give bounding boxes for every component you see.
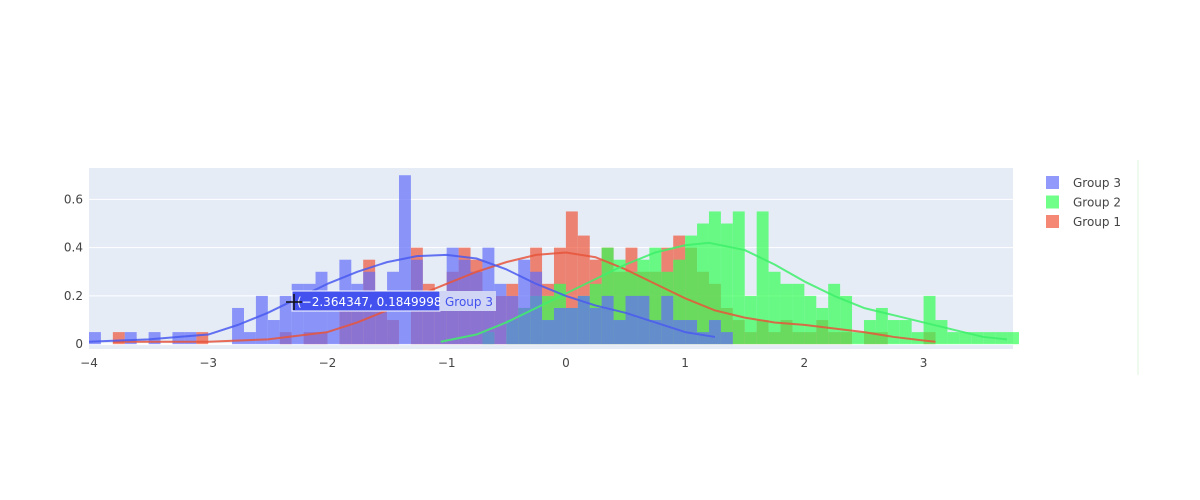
- histogram-bar[interactable]: [661, 295, 674, 345]
- histogram-bar[interactable]: [398, 175, 411, 345]
- histogram-bar[interactable]: [1007, 332, 1019, 345]
- histogram-bar[interactable]: [196, 332, 209, 345]
- histogram-bar[interactable]: [89, 332, 101, 345]
- histogram-bar[interactable]: [959, 332, 972, 345]
- histogram-bar[interactable]: [673, 259, 686, 345]
- legend-item-group-3[interactable]: Group 3: [1046, 176, 1121, 190]
- histogram-bar[interactable]: [601, 295, 614, 345]
- histogram-bar[interactable]: [589, 307, 602, 345]
- histogram-bar[interactable]: [744, 295, 757, 345]
- legend-swatch: [1046, 195, 1059, 209]
- legend-swatch: [1046, 215, 1059, 228]
- histogram-bar[interactable]: [625, 295, 638, 345]
- histogram-bar[interactable]: [697, 223, 709, 345]
- histogram-bar[interactable]: [613, 320, 626, 345]
- histogram-bar[interactable]: [565, 211, 578, 345]
- legend-label: Group 3: [1073, 176, 1121, 190]
- histogram-bar[interactable]: [327, 295, 340, 345]
- histogram-bar[interactable]: [565, 307, 578, 345]
- histogram-bar[interactable]: [243, 332, 256, 345]
- histogram-bar[interactable]: [577, 295, 590, 345]
- histogram-bar[interactable]: [553, 307, 566, 345]
- histogram-bar[interactable]: [720, 332, 733, 345]
- histogram-bar[interactable]: [792, 283, 805, 345]
- histogram-bar[interactable]: [422, 295, 435, 345]
- histogram-bar[interactable]: [780, 283, 793, 345]
- legend-label: Group 1: [1073, 215, 1121, 229]
- histogram-bar[interactable]: [279, 295, 292, 345]
- tooltip-series-name: Group 3: [445, 295, 493, 309]
- kde-curve-group-2[interactable]: [440, 241, 1008, 343]
- histogram-bar[interactable]: [434, 307, 447, 345]
- histogram-bar[interactable]: [708, 211, 721, 345]
- histogram-bar[interactable]: [720, 223, 733, 345]
- histogram-bar[interactable]: [232, 307, 244, 345]
- histogram-bar[interactable]: [756, 211, 769, 345]
- legend-swatch: [1046, 176, 1059, 189]
- kde-curve-group-3[interactable]: [88, 253, 716, 343]
- x-tick-label: 2: [801, 356, 809, 370]
- x-tick-label: −4: [80, 356, 98, 370]
- y-tick-label: 0.6: [64, 192, 83, 206]
- histogram-bar[interactable]: [124, 332, 137, 345]
- hover-tooltip: (−2.364347, 0.1849998) Group 3: [286, 290, 496, 312]
- histogram-bar[interactable]: [351, 283, 364, 345]
- x-axis-ticks: −4 −3 −2 −1 0 1 2 3: [80, 356, 927, 370]
- histogram-bar[interactable]: [303, 283, 316, 345]
- y-tick-label: 0.2: [64, 289, 83, 303]
- histogram-bar[interactable]: [971, 332, 984, 345]
- histogram-bar[interactable]: [935, 320, 948, 345]
- histogram-bar[interactable]: [184, 332, 197, 345]
- histogram-bar[interactable]: [828, 283, 841, 345]
- x-tick-label: −2: [319, 356, 337, 370]
- histogram-bar[interactable]: [840, 295, 853, 345]
- histogram-bar[interactable]: [697, 332, 709, 345]
- histogram-bar[interactable]: [577, 235, 590, 345]
- histogram-bar[interactable]: [494, 283, 507, 345]
- histogram-bar[interactable]: [911, 332, 924, 345]
- x-tick-label: 1: [681, 356, 689, 370]
- y-tick-label: 0: [75, 337, 83, 351]
- histogram-bar[interactable]: [947, 332, 960, 345]
- histogram-bar[interactable]: [708, 320, 721, 345]
- histogram-bar[interactable]: [637, 295, 650, 345]
- tooltip-series-box: [440, 291, 496, 311]
- x-tick-label: −1: [438, 356, 456, 370]
- histogram-bar[interactable]: [685, 235, 698, 345]
- x-tick-label: 3: [920, 356, 928, 370]
- tooltip-value: (−2.364347, 0.1849998): [297, 295, 446, 309]
- histogram-bar[interactable]: [613, 259, 626, 345]
- kde-curve-group-1[interactable]: [112, 251, 936, 343]
- histogram-bar[interactable]: [673, 320, 686, 345]
- legend-item-group-2[interactable]: Group 2: [1046, 195, 1121, 210]
- histogram-bar[interactable]: [899, 320, 912, 345]
- histogram-bar[interactable]: [875, 307, 888, 345]
- x-tick-label: −3: [199, 356, 217, 370]
- histogram-bar[interactable]: [172, 332, 185, 345]
- histogram-bar[interactable]: [518, 259, 531, 345]
- y-axis-ticks: 0 0.2 0.4 0.6: [64, 192, 83, 351]
- legend[interactable]: Group 3 Group 2 Group 1: [1046, 176, 1121, 229]
- histogram-bar[interactable]: [649, 247, 662, 345]
- histogram-bar[interactable]: [542, 320, 554, 345]
- legend-label: Group 2: [1073, 196, 1121, 210]
- histogram-bar[interactable]: [291, 283, 304, 345]
- histogram-bar[interactable]: [887, 320, 900, 345]
- kde-curves: [88, 241, 1008, 343]
- histogram-bar[interactable]: [255, 295, 268, 345]
- histogram-bar[interactable]: [852, 332, 864, 345]
- histogram-bar[interactable]: [732, 211, 745, 345]
- crosshair-cursor-icon: [286, 294, 302, 310]
- legend-item-group-1[interactable]: Group 1: [1046, 215, 1121, 229]
- y-tick-label: 0.4: [64, 241, 83, 255]
- histogram-bar[interactable]: [649, 320, 662, 345]
- histogram-bar[interactable]: [768, 271, 781, 345]
- histogram-bar[interactable]: [923, 295, 936, 345]
- histogram-bar[interactable]: [112, 332, 125, 345]
- histogram-bar[interactable]: [804, 295, 817, 345]
- x-tick-label: 0: [562, 356, 570, 370]
- histogram-bar[interactable]: [375, 295, 388, 345]
- histogram-bar[interactable]: [267, 320, 280, 345]
